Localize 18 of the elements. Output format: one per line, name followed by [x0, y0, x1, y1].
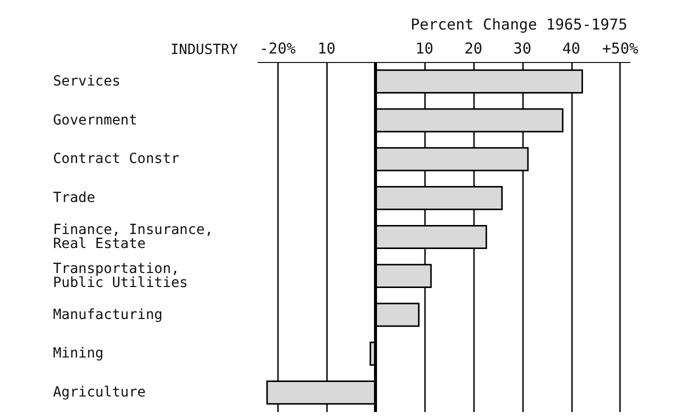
x-tick-label: -20%	[260, 40, 296, 58]
y-tick-label: Agriculture	[53, 384, 146, 401]
y-tick-label: Trade	[53, 190, 96, 206]
y-tick-label: Mining	[53, 346, 104, 362]
x-axis-title: Percent Change 1965-1975	[410, 16, 628, 34]
y-tick-label: Transportation, Public Utilities	[53, 260, 188, 291]
x-tick-label: 30	[513, 40, 532, 58]
y-tick-label: Government	[53, 112, 138, 128]
y-tick-label: Contract Constr	[53, 151, 180, 168]
y-tick-label: Finance, Insurance, Real Estate	[53, 222, 214, 252]
x-tick-label: +50%	[602, 40, 638, 58]
y-tick-label: Manufacturing	[53, 306, 163, 323]
x-tick-label: 10	[317, 40, 336, 58]
y-tick-label: Services	[53, 73, 120, 90]
x-tick-label: 20	[464, 40, 482, 58]
x-tick-label: 40	[562, 40, 580, 58]
x-tick-label: 10	[415, 40, 434, 58]
y-axis-title: INDUSTRY	[170, 42, 238, 58]
